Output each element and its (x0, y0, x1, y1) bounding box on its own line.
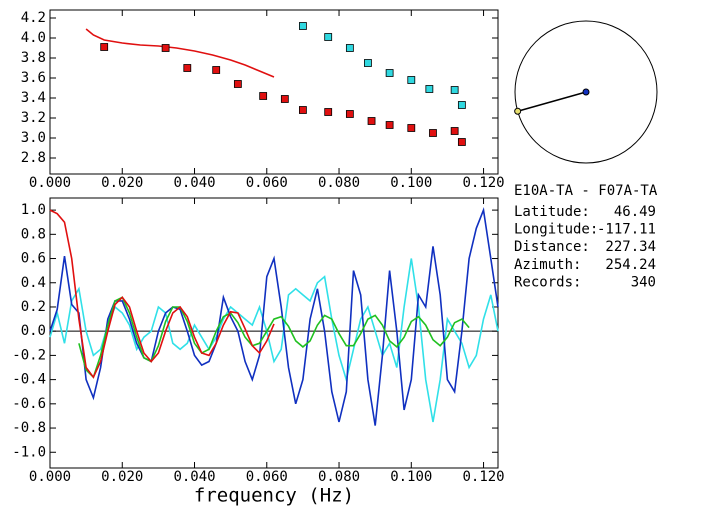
data-point (299, 106, 307, 114)
data-point (385, 69, 394, 77)
data-point (457, 101, 466, 109)
x-tick-label: 0.120 (462, 469, 504, 485)
y-tick-label: 0.8 (21, 226, 46, 242)
map-circle (514, 20, 658, 164)
data-line (49, 258, 499, 423)
data-point (183, 64, 192, 72)
data-point (345, 44, 354, 52)
x-tick-label: 0.060 (246, 175, 288, 191)
station-pair: E10A-TA - F07A-TA (514, 183, 658, 199)
data-point (324, 108, 333, 116)
x-tick-label: 0.100 (390, 175, 432, 191)
data-point (367, 117, 376, 125)
data-point (161, 44, 170, 52)
y-tick-label: -0.6 (12, 396, 46, 412)
data-line (78, 296, 470, 379)
plot-frame (49, 197, 499, 469)
data-point (450, 127, 459, 135)
x-tick-label: 0.100 (390, 469, 432, 485)
data-point (233, 80, 242, 88)
data-line (49, 207, 499, 426)
info-value: 340 (631, 274, 656, 290)
data-point (324, 33, 333, 41)
info-value: -117.11 (597, 222, 656, 238)
x-tick-label: 0.120 (462, 175, 504, 191)
data-line (49, 209, 275, 379)
plot-frame (49, 9, 499, 175)
y-tick-label: 4.0 (21, 30, 46, 46)
data-point (259, 92, 268, 100)
data-point (100, 43, 109, 51)
data-line (85, 28, 275, 78)
data-point (280, 95, 289, 103)
info-label: Azimuth: (514, 257, 581, 273)
x-tick-label: 0.040 (173, 469, 215, 485)
data-point (299, 22, 307, 30)
data-point (345, 110, 354, 118)
y-tick-label: 3.6 (21, 70, 46, 86)
y-tick-label: -0.2 (12, 347, 46, 363)
info-value: 46.49 (614, 204, 656, 220)
info-label: Distance: (514, 239, 590, 255)
x-tick-label: 0.060 (246, 469, 288, 485)
station-a (582, 88, 590, 96)
info-value: 254.24 (605, 257, 656, 273)
x-tick-label: 0.020 (101, 469, 143, 485)
x-tick-label: 0.080 (318, 469, 360, 485)
x-tick-label: 0.020 (101, 175, 143, 191)
y-tick-label: -0.8 (12, 420, 46, 436)
data-point (212, 66, 221, 74)
y-tick-label: 3.4 (21, 90, 46, 106)
info-label: Records: (514, 274, 581, 290)
y-tick-label: 3.8 (21, 50, 46, 66)
y-tick-label: 0.0 (21, 323, 46, 339)
y-tick-label: 0.4 (21, 275, 46, 291)
y-tick-label: 0.2 (21, 299, 46, 315)
data-point (407, 76, 416, 84)
info-value: 227.34 (605, 239, 656, 255)
info-label: Latitude: (514, 204, 590, 220)
data-point (385, 121, 394, 129)
data-point (429, 129, 437, 137)
y-tick-label: 0.6 (21, 251, 46, 267)
y-tick-label: 3.0 (21, 130, 46, 146)
y-tick-label: 2.8 (21, 150, 46, 166)
info-label: Longitude: (514, 222, 598, 238)
data-point (450, 86, 459, 94)
y-tick-label: 1.0 (21, 202, 46, 218)
x-tick-label: 0.040 (173, 175, 215, 191)
data-point (364, 59, 372, 67)
azimuth-line (517, 91, 587, 113)
y-tick-label: 3.2 (21, 110, 46, 126)
x-axis-label: frequency (Hz) (194, 485, 354, 507)
data-point (425, 85, 434, 93)
y-tick-label: -1.0 (12, 444, 46, 460)
x-tick-label: 0.080 (318, 175, 360, 191)
x-tick-label: 0.000 (29, 469, 71, 485)
y-tick-label: -0.4 (12, 372, 46, 388)
y-tick-label: 4.2 (21, 10, 46, 26)
data-point (457, 138, 466, 146)
x-tick-label: 0.000 (29, 175, 71, 191)
data-point (407, 124, 416, 132)
station-b (514, 107, 522, 115)
